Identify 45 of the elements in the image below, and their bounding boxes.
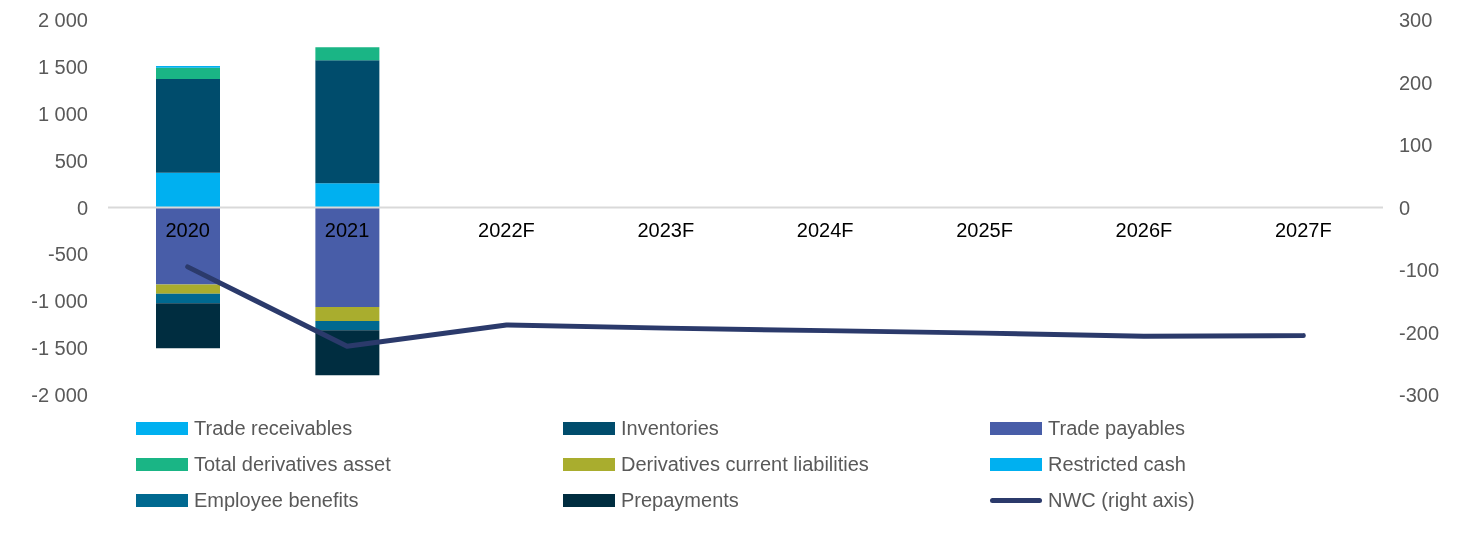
y-tick-label: -500 — [47, 243, 88, 266]
y2-tick-label: -200 — [1399, 321, 1440, 344]
bar — [156, 284, 220, 294]
bar — [156, 79, 220, 173]
y-tick-label: 1 500 — [37, 55, 88, 78]
bar — [315, 306, 380, 321]
bar — [315, 60, 380, 184]
bar — [315, 183, 380, 208]
y-tick-label: 500 — [54, 149, 88, 172]
y-tick-label: 0 — [76, 196, 88, 219]
y2-tick-label: 300 — [1399, 9, 1433, 32]
legend-label: Employee benefits — [194, 488, 359, 512]
legend-label: Restricted cash — [1048, 452, 1186, 476]
x-tick-label: 2025F — [956, 219, 1013, 241]
x-tick-label: 2027F — [1274, 219, 1332, 241]
y-tick-label: 1 000 — [37, 102, 88, 125]
y2-tick-label: 100 — [1399, 134, 1433, 157]
x-tick-label: 2023F — [637, 219, 695, 241]
y2-tick-label: 0 — [1399, 196, 1411, 219]
bar — [315, 207, 380, 307]
legend-label: Trade payables — [1048, 416, 1186, 440]
x-tick-label: 2020 — [165, 219, 210, 241]
y-tick-label: -1 500 — [31, 337, 88, 360]
x-tick-label: 2021 — [324, 219, 370, 241]
legend-label: Trade receivables — [194, 416, 353, 440]
legend-label: Prepayments — [621, 488, 739, 512]
legend-label: Total derivatives asset — [194, 452, 391, 476]
bar — [156, 172, 220, 208]
legend-label: Derivatives current liabilities — [621, 452, 869, 476]
y-tick-label: -2 000 — [31, 384, 88, 407]
bar — [156, 303, 220, 349]
bar — [156, 293, 220, 304]
bar — [156, 67, 220, 80]
y2-tick-label: 200 — [1399, 71, 1433, 94]
x-tick-label: 2026F — [1115, 219, 1173, 241]
bar — [315, 47, 380, 61]
legend-label: Inventories — [621, 416, 719, 440]
x-tick-label: 2022F — [478, 219, 535, 241]
y-tick-label: -1 000 — [31, 290, 88, 313]
y2-tick-label: -300 — [1399, 384, 1440, 407]
legend-label: NWC (right axis) — [1048, 488, 1195, 512]
bar — [315, 320, 380, 331]
y-tick-label: 2 000 — [37, 9, 88, 32]
x-tick-label: 2024F — [796, 219, 854, 241]
y2-tick-label: -100 — [1399, 259, 1440, 282]
